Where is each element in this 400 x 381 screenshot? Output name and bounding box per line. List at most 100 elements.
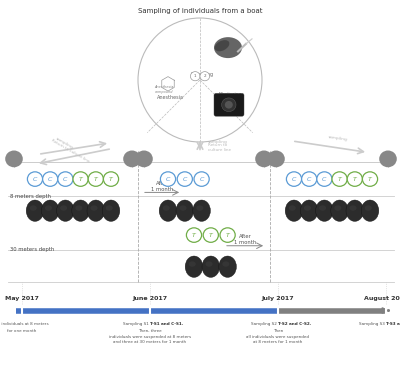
Circle shape (160, 172, 176, 186)
Circle shape (200, 72, 210, 81)
Ellipse shape (90, 205, 98, 211)
Circle shape (73, 172, 88, 186)
Ellipse shape (193, 200, 210, 221)
Text: Anesthesia: Anesthesia (156, 94, 184, 100)
Text: C: C (292, 176, 296, 182)
Ellipse shape (316, 200, 333, 221)
Text: 30 meters depth: 30 meters depth (10, 247, 54, 252)
Text: May 2017: May 2017 (5, 296, 39, 301)
Text: T-S1 and C-S1.: T-S1 and C-S1. (150, 322, 183, 326)
Text: Sampling S3: Sampling S3 (359, 322, 386, 326)
Text: T: T (368, 176, 372, 182)
Ellipse shape (202, 256, 220, 277)
Text: T: T (94, 176, 98, 182)
Text: T: T (338, 176, 342, 182)
Text: sampling: sampling (54, 136, 74, 150)
Text: T: T (79, 176, 82, 182)
Text: 8 meters depth: 8 meters depth (10, 194, 51, 199)
Ellipse shape (334, 205, 341, 211)
Text: C: C (200, 176, 204, 182)
Text: T: T (353, 176, 357, 182)
Text: Sampling: Sampling (190, 72, 214, 77)
Text: Sampling S2: Sampling S2 (251, 322, 278, 326)
Ellipse shape (75, 205, 82, 211)
Circle shape (190, 72, 200, 81)
Text: sampling: sampling (208, 140, 228, 144)
Ellipse shape (215, 40, 229, 51)
FancyBboxPatch shape (214, 93, 244, 116)
Ellipse shape (60, 205, 67, 211)
Circle shape (58, 172, 73, 186)
Text: all individuals were suspended: all individuals were suspended (246, 335, 310, 338)
Ellipse shape (331, 200, 348, 221)
Text: T: T (192, 232, 196, 238)
Text: Sampling S1: Sampling S1 (123, 322, 150, 326)
Text: Return to culture line: Return to culture line (50, 138, 90, 163)
Ellipse shape (350, 205, 356, 211)
Text: T-S3 and C-S3: T-S3 and C-S3 (386, 322, 400, 326)
Text: C: C (63, 176, 68, 182)
Ellipse shape (222, 261, 229, 267)
Circle shape (332, 172, 347, 186)
Ellipse shape (365, 205, 372, 211)
Ellipse shape (163, 205, 170, 211)
Ellipse shape (180, 205, 186, 211)
Text: T: T (109, 176, 113, 182)
Text: T: T (209, 232, 213, 238)
Circle shape (5, 150, 23, 167)
Circle shape (267, 150, 285, 167)
Circle shape (347, 172, 362, 186)
Ellipse shape (30, 205, 37, 211)
Circle shape (225, 101, 233, 109)
Text: C: C (183, 176, 187, 182)
Ellipse shape (285, 200, 303, 221)
Ellipse shape (196, 205, 203, 211)
Text: T-S2 and C-S2.: T-S2 and C-S2. (278, 322, 311, 326)
Text: sampling: sampling (328, 135, 348, 142)
Circle shape (362, 172, 378, 186)
Text: C: C (48, 176, 52, 182)
Circle shape (194, 172, 209, 186)
Text: for one month: for one month (7, 329, 37, 333)
Ellipse shape (346, 200, 364, 221)
Text: 1 month: 1 month (234, 240, 256, 245)
Text: Anesthesia
compound: Anesthesia compound (154, 85, 174, 94)
Text: C: C (166, 176, 170, 182)
Circle shape (88, 172, 103, 186)
Ellipse shape (300, 200, 318, 221)
Circle shape (123, 150, 141, 167)
Circle shape (379, 150, 397, 167)
Text: and three at 30 meters for 1 month: and three at 30 meters for 1 month (114, 340, 186, 344)
Ellipse shape (42, 200, 59, 221)
Circle shape (220, 228, 235, 242)
Circle shape (103, 172, 118, 186)
Text: Then: Then (273, 329, 283, 333)
Ellipse shape (289, 205, 296, 211)
Ellipse shape (214, 37, 242, 58)
Ellipse shape (26, 200, 44, 221)
Ellipse shape (361, 200, 379, 221)
Ellipse shape (57, 200, 74, 221)
Ellipse shape (206, 261, 212, 267)
Text: Return to
culture line: Return to culture line (208, 142, 231, 152)
Text: After: After (156, 181, 168, 186)
Text: July 2017: July 2017 (262, 296, 294, 301)
Circle shape (27, 172, 43, 186)
Text: C: C (307, 176, 311, 182)
Circle shape (317, 172, 332, 186)
Circle shape (186, 228, 202, 242)
Ellipse shape (176, 200, 194, 221)
Text: 2: 2 (204, 74, 206, 78)
Circle shape (177, 172, 192, 186)
Ellipse shape (45, 205, 52, 211)
Text: June 2017: June 2017 (132, 296, 168, 301)
Text: T: T (226, 232, 230, 238)
Ellipse shape (185, 256, 203, 277)
Circle shape (135, 150, 153, 167)
Ellipse shape (219, 256, 236, 277)
Circle shape (43, 172, 58, 186)
Ellipse shape (189, 261, 196, 267)
Text: All individuals at 8 meters: All individuals at 8 meters (0, 322, 49, 326)
Circle shape (302, 172, 317, 186)
Ellipse shape (159, 200, 177, 221)
